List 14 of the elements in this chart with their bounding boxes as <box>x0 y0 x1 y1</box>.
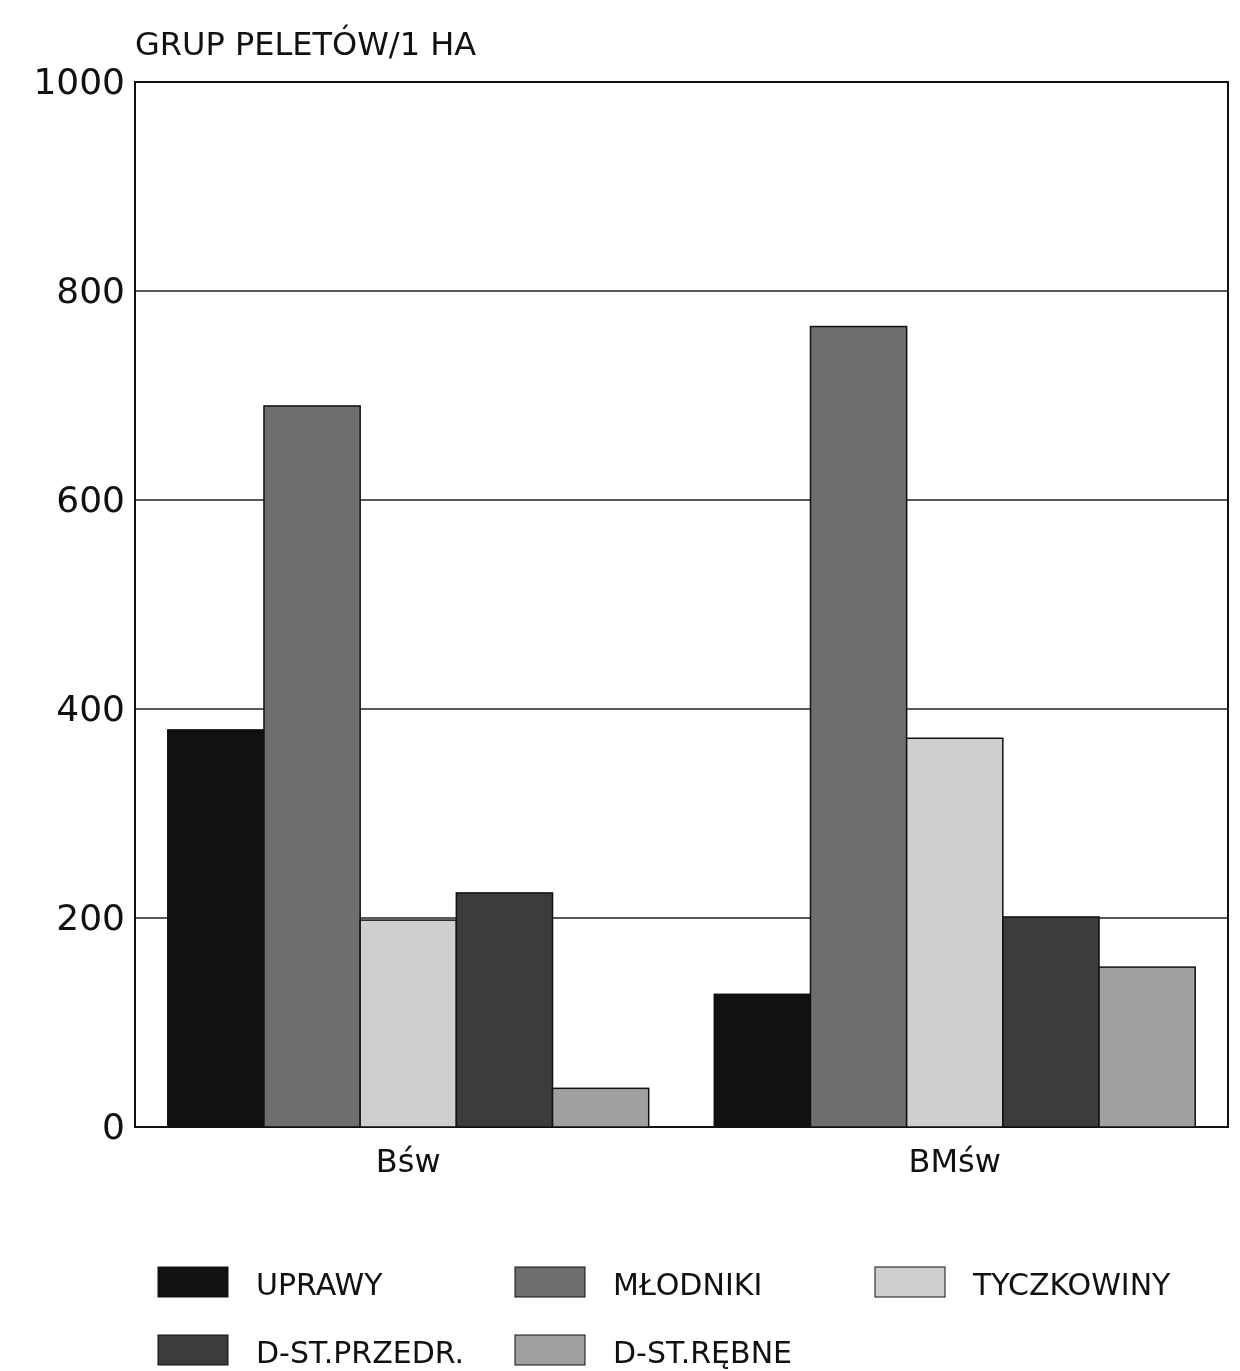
y-axis-title: GRUP PELETÓW/1 HA <box>135 24 477 63</box>
y-tick-label: 200 <box>56 897 125 939</box>
legend-label: D-ST.PRZEDR. <box>256 1335 465 1370</box>
y-tick-label: 1000 <box>33 61 125 103</box>
legend-label: TYCZKOWINY <box>972 1267 1172 1302</box>
legend-label: UPRAWY <box>256 1267 384 1302</box>
legend-label: D-ST.RĘBNE <box>613 1335 793 1370</box>
y-tick-label: 400 <box>56 688 125 730</box>
y-tick-label: 600 <box>56 479 125 521</box>
y-tick-label: 800 <box>56 270 125 312</box>
x-tick-label: BMśw <box>908 1141 1001 1180</box>
x-tick-label: Bśw <box>375 1141 441 1180</box>
y-tick-label: 0 <box>102 1106 125 1148</box>
legend-label: MŁODNIKI <box>613 1267 763 1302</box>
